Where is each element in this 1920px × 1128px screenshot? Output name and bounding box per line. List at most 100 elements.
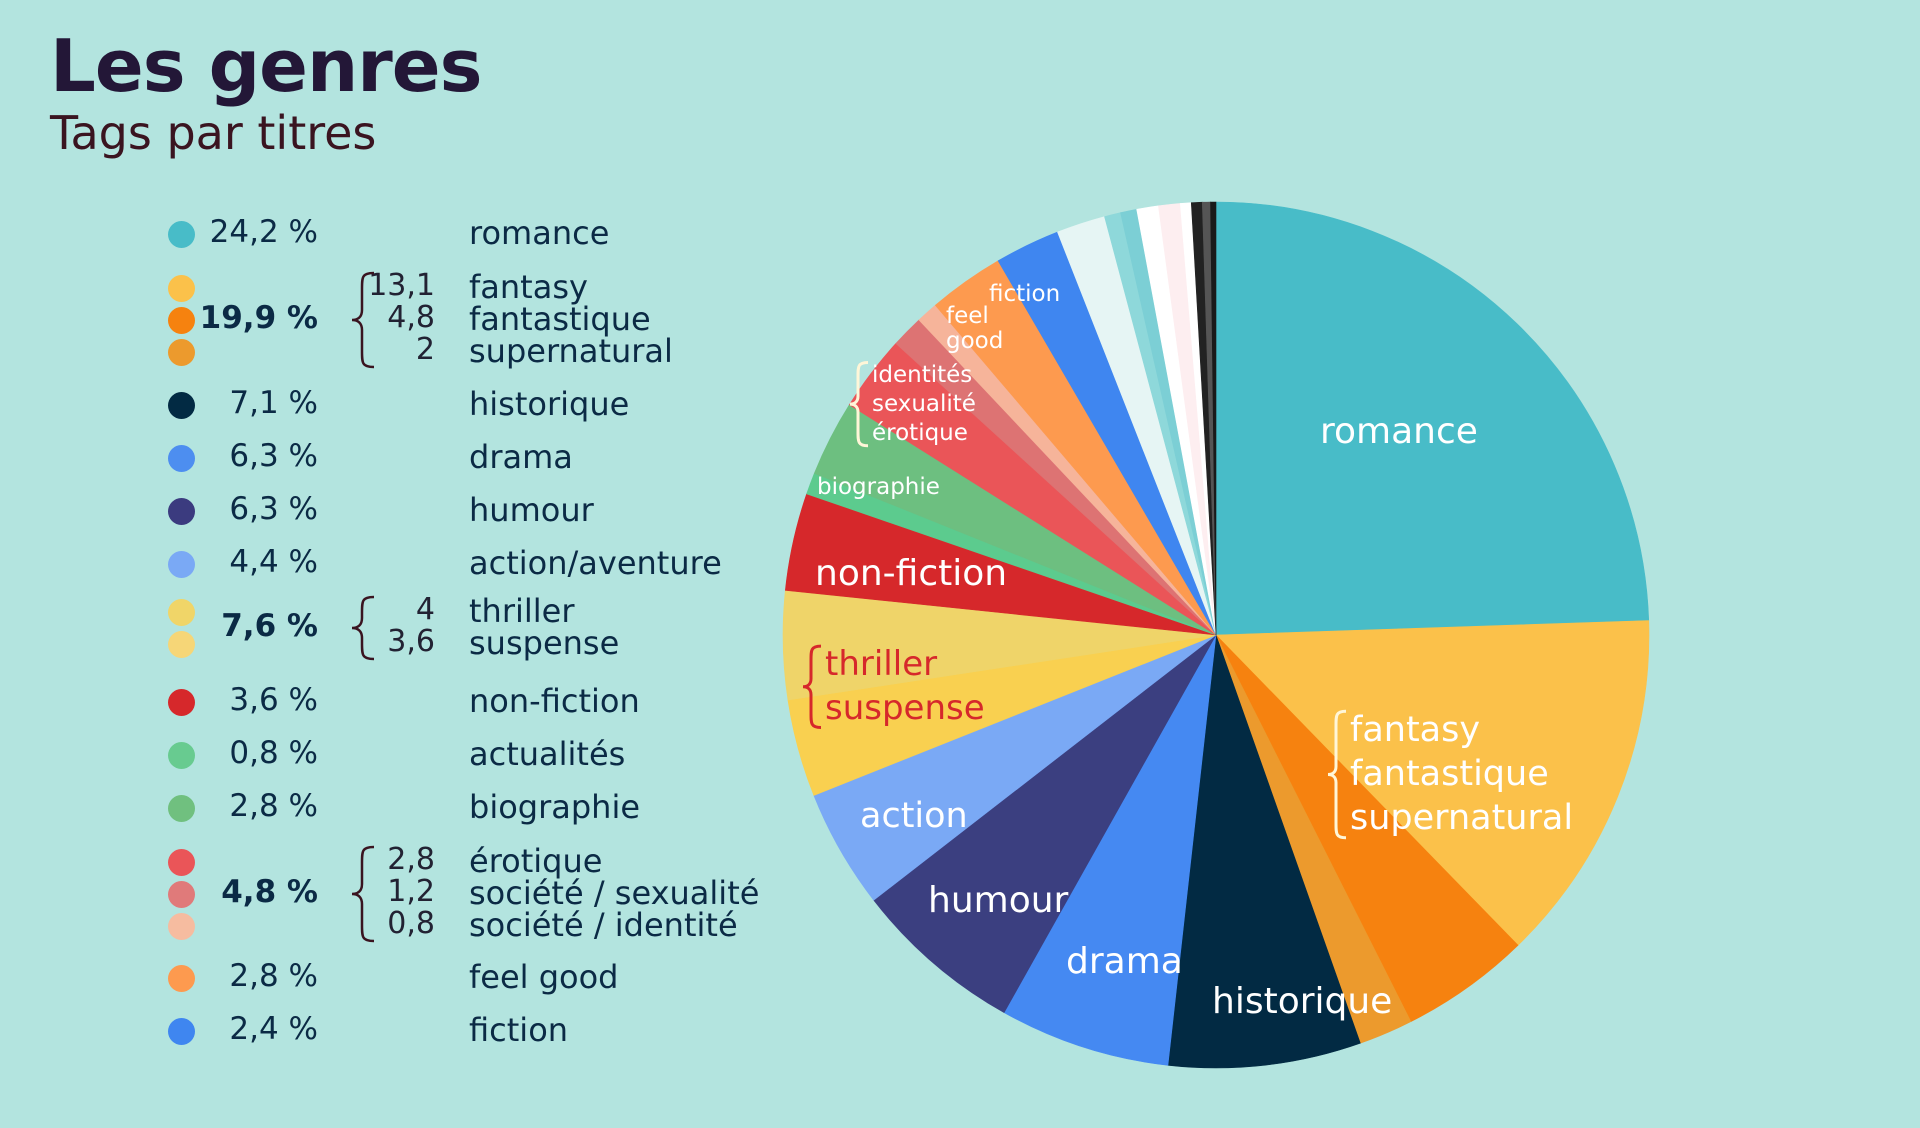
pie-label: identités sexualité érotique [872, 362, 976, 446]
legend-dot [168, 965, 195, 992]
legend: 24,2 % romance 19,9 % fantasy 13,1 fantastiqu… [0, 0, 790, 1128]
legend-percentage: 0,8 % [229, 735, 318, 771]
pie-label: thriller suspense [825, 644, 985, 728]
legend-dot [168, 742, 195, 769]
legend-label: érotique [469, 842, 603, 880]
pie-label-line: romance [1320, 411, 1478, 452]
legend-label: actualités [469, 735, 626, 773]
legend-label: humour [469, 491, 594, 529]
pie-slice [1215, 620, 1650, 946]
pie-label-line: drama [1066, 941, 1183, 982]
legend-label: société / sexualité [469, 874, 760, 912]
legend-label: romance [469, 214, 610, 252]
chart-subtitle: Tags par titres [50, 106, 377, 160]
pie-label-line: thriller [825, 644, 937, 684]
legend-subvalue: 3,6 [387, 624, 435, 659]
pie-slice [1167, 634, 1361, 1069]
pie-label-line: sexualité [872, 391, 976, 417]
legend-percentage: 7,6 % [221, 608, 318, 644]
pie-label-brace [849, 360, 869, 448]
pie-label-line: feel [946, 303, 989, 329]
pie-label: biographie [817, 474, 940, 500]
legend-percentage: 6,3 % [229, 438, 318, 474]
pie-label: feel good [946, 303, 1003, 354]
legend-dot [168, 881, 195, 908]
legend-dot [168, 275, 195, 302]
pie-slice [1210, 201, 1217, 636]
legend-percentage: 4,8 % [221, 874, 318, 910]
legend-percentage: 2,4 % [229, 1011, 318, 1047]
pie-label-brace [1327, 709, 1347, 840]
pie-label-line: fantastique [1350, 754, 1549, 794]
legend-label: action/aventure [469, 544, 722, 582]
legend-dot [168, 795, 195, 822]
pie-label-line: biographie [817, 474, 940, 500]
pie-label-line: historique [1212, 981, 1392, 1022]
legend-dot [168, 913, 195, 940]
pie-label-line: fiction [989, 281, 1060, 307]
pie-slice [1215, 201, 1650, 636]
legend-subvalue: 4 [415, 592, 435, 627]
legend-label: historique [469, 385, 630, 423]
pie-label: non-fiction [815, 553, 1007, 594]
legend-dot [168, 599, 195, 626]
pie-label-line: humour [928, 880, 1069, 921]
pie-label: drama [1066, 941, 1183, 982]
legend-label: société / identité [469, 906, 738, 944]
pie-label-line: action [860, 796, 968, 836]
pie-label-line: identités [872, 362, 972, 388]
legend-dot [168, 339, 195, 366]
pie-label: action [860, 796, 968, 836]
legend-brace [351, 595, 375, 661]
legend-label: biographie [469, 788, 641, 826]
legend-brace [351, 845, 375, 943]
pie-label-line: non-fiction [815, 553, 1007, 594]
legend-dot [168, 221, 195, 248]
legend-dot [168, 551, 195, 578]
pie-label: romance [1320, 411, 1478, 452]
legend-dot [168, 849, 195, 876]
legend-label: drama [469, 438, 573, 476]
legend-dot [168, 445, 195, 472]
pie-label-line: fantasy [1350, 710, 1480, 750]
legend-dot [168, 689, 195, 716]
legend-percentage: 7,1 % [229, 385, 318, 421]
legend-label: fantastique [469, 300, 651, 338]
legend-percentage: 4,4 % [229, 544, 318, 580]
pie-label-line: good [946, 328, 1003, 354]
legend-brace [351, 271, 375, 369]
chart-title: Les genres [50, 24, 482, 108]
legend-percentage: 24,2 % [209, 214, 318, 250]
pie-label: fiction [989, 281, 1060, 307]
legend-label: feel good [469, 958, 619, 996]
legend-percentage: 2,8 % [229, 958, 318, 994]
pie-label: fantasy fantastique supernatural [1350, 710, 1573, 838]
pie-label-line: supernatural [1350, 798, 1573, 838]
legend-subvalue: 4,8 [387, 300, 435, 335]
legend-percentage: 3,6 % [229, 682, 318, 718]
pie-label: humour [928, 880, 1069, 921]
legend-label: non-fiction [469, 682, 640, 720]
legend-subvalue: 2 [415, 332, 435, 367]
pie-slice [873, 634, 1217, 1014]
legend-subvalue: 2,8 [387, 842, 435, 877]
legend-subvalue: 0,8 [387, 906, 435, 941]
pie-label-line: érotique [872, 420, 968, 446]
legend-label: fantasy [469, 268, 588, 306]
legend-dot [168, 307, 195, 334]
legend-dot [168, 392, 195, 419]
pie-label-brace [802, 644, 822, 729]
legend-label: thriller [469, 592, 575, 630]
legend-dot [168, 498, 195, 525]
legend-dot [168, 1018, 195, 1045]
legend-label: supernatural [469, 332, 673, 370]
legend-subvalue: 1,2 [387, 874, 435, 909]
legend-label: fiction [469, 1011, 569, 1049]
legend-percentage: 19,9 % [199, 300, 318, 336]
pie-slice [1003, 634, 1217, 1066]
legend-subvalue: 13,1 [368, 268, 435, 303]
pie-label: historique [1212, 981, 1392, 1022]
legend-percentage: 2,8 % [229, 788, 318, 824]
pie-label-line: suspense [825, 688, 985, 728]
